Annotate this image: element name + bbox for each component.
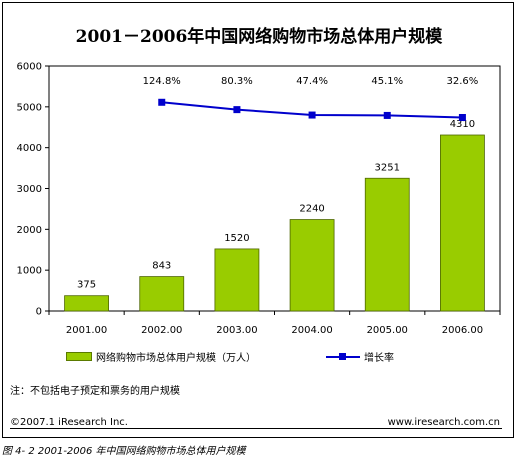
y-tick-label: 6000 [17,62,42,73]
growth-rate-point [458,113,466,121]
bar [440,134,485,312]
x-tick-label: 2005.00 [367,325,408,336]
bar-value-label: 4310 [450,119,475,130]
x-tick-label: 2003.00 [216,325,257,336]
chart-title: 2001－2006年中国网络购物市场总体用户规模 [75,27,443,47]
bar [289,219,335,312]
legend-line-swatch [326,352,360,362]
legend-bar-swatch [66,352,92,361]
growth-rate-point [158,98,166,106]
growth-rate-point [383,111,391,119]
legend-item-bar: 网络购物市场总体用户规模（万人） [66,349,256,364]
bar-value-label: 2240 [299,204,324,215]
footnote: 注：不包括电子预定和票务的用户规模 [10,386,180,397]
x-tick-label: 2006.00 [442,325,483,336]
y-tick-label: 4000 [17,143,42,154]
y-tick-label: 2000 [17,225,42,236]
bar [64,295,109,312]
bar [139,276,185,312]
y-tick-label: 5000 [17,102,42,113]
plot-area [48,65,501,312]
bar-value-label: 843 [152,261,171,272]
growth-rate-label: 80.3% [221,76,253,87]
legend-line-label: 增长率 [364,353,394,364]
footer-divider [10,428,502,429]
y-tick-label: 1000 [17,266,42,277]
legend-bar-label: 网络购物市场总体用户规模（万人） [96,353,256,364]
growth-rate-label: 45.1% [371,76,403,87]
copyright-text: ©2007.1 iResearch Inc. [10,417,128,428]
growth-rate-point [308,111,316,119]
bar-value-label: 375 [77,280,96,291]
bar-value-label: 1520 [224,233,249,244]
website-text: www.iresearch.com.cn [387,417,500,428]
bar [364,177,410,312]
bar [214,248,260,312]
growth-rate-label: 124.8% [143,76,181,87]
x-tick-label: 2002.00 [141,325,182,336]
x-tick-label: 2004.00 [291,325,332,336]
y-tick-label: 3000 [17,184,42,195]
figure-caption: 图 4- 2 2001-2006 年中国网络购物市场总体用户规模 [2,446,246,457]
growth-rate-label: 32.6% [447,76,479,87]
growth-rate-point [233,106,241,114]
y-tick-label: 0 [36,307,42,318]
bar-value-label: 3251 [375,162,400,173]
x-tick-label: 2001.00 [66,325,107,336]
growth-rate-label: 47.4% [296,76,328,87]
legend-item-line: 增长率 [326,349,394,364]
